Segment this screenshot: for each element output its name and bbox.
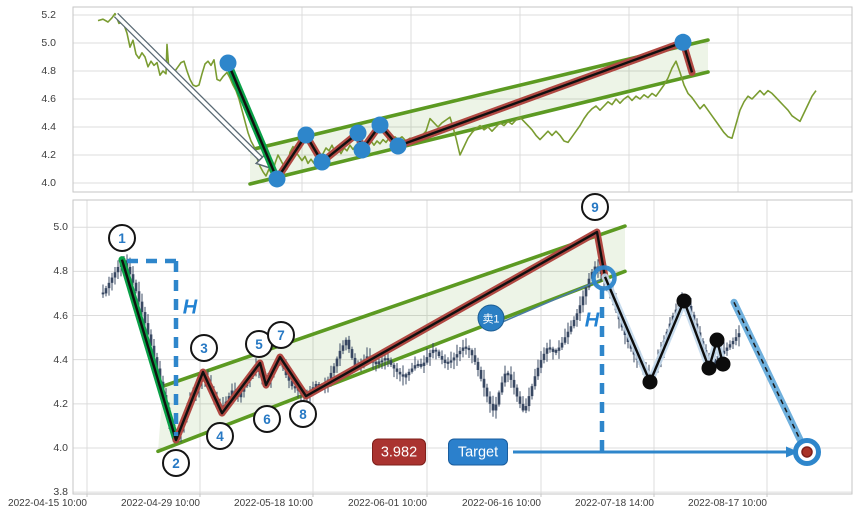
x-tick-label: 2022-05-18 10:00 [234, 498, 313, 509]
projection-line-core [733, 301, 807, 453]
y-tick-label: 4.0 [53, 442, 68, 454]
x-tick-label: 2022-06-01 10:00 [348, 498, 427, 509]
guide-arrow-fill [114, 13, 262, 161]
wave-point-dot[interactable] [297, 126, 315, 144]
wave-number-label[interactable]: 7 [267, 321, 295, 349]
zigzag-point-dot[interactable] [715, 356, 731, 372]
y-tick-label: 4.6 [53, 309, 68, 322]
y-tick-label: 4.8 [53, 265, 68, 278]
zigzag-point-dot[interactable] [709, 332, 725, 348]
panel-border [72, 6, 853, 193]
zigzag-point-dot[interactable] [676, 293, 692, 309]
target-arrow-head [786, 446, 799, 458]
x-tick-label: 2022-04-15 10:00 [8, 498, 87, 509]
wave-point-dot[interactable] [219, 54, 237, 72]
panel-border [72, 199, 853, 495]
wave-number-label[interactable]: 3 [190, 334, 218, 362]
wave-point-dot[interactable] [313, 153, 331, 171]
x-tick-label: 2022-04-29 10:00 [121, 498, 200, 509]
wave-point-dot[interactable] [353, 141, 371, 159]
wave-number-label[interactable]: 1 [108, 224, 136, 252]
channel-upper-line[interactable] [161, 224, 627, 388]
sell-connector-line [499, 279, 601, 324]
sell-point-ring-marker[interactable] [591, 265, 617, 291]
wave-number-label[interactable]: 8 [289, 400, 317, 428]
y-tick-label: 4.4 [41, 121, 56, 133]
wave-number-label[interactable]: 4 [206, 422, 234, 450]
y-tick-label: 4.2 [53, 397, 68, 410]
y-tick-label: 4.2 [41, 149, 56, 161]
wave-number-label[interactable]: 9 [581, 193, 609, 221]
zigzag-point-dot[interactable] [701, 360, 717, 376]
target-point-center [801, 446, 813, 458]
zigzag-point-dot[interactable] [642, 374, 658, 390]
sell-signal-badge[interactable]: 卖1 [477, 304, 505, 332]
y-tick-label: 5.0 [41, 37, 56, 49]
wave-number-label[interactable]: 6 [253, 405, 281, 433]
target-label-flag[interactable]: Target [448, 438, 508, 466]
wave-point-dot[interactable] [371, 116, 389, 134]
wave-point-dot[interactable] [268, 170, 286, 188]
x-tick-label: 2022-08-17 10:00 [688, 498, 767, 509]
y-tick-label: 3.8 [53, 486, 68, 499]
wave-number-label[interactable]: 2 [162, 449, 190, 477]
x-tick-label: 2022-07-18 14:00 [575, 498, 654, 509]
wave-core-line [226, 41, 694, 181]
target-price-flag[interactable]: 3.982 [372, 438, 426, 466]
y-tick-label: 4.4 [53, 353, 68, 366]
y-tick-label: 5.2 [41, 9, 56, 21]
height-label-1: H [182, 296, 198, 319]
wave-point-dot[interactable] [389, 137, 407, 155]
x-tick-label: 2022-06-16 10:00 [462, 498, 541, 509]
y-tick-label: 5.0 [53, 221, 68, 234]
wave-core-line [120, 230, 607, 442]
y-tick-label: 4.8 [41, 65, 56, 77]
wave-point-dot[interactable] [674, 33, 692, 51]
y-tick-label: 4.0 [41, 177, 56, 189]
y-tick-label: 4.6 [41, 93, 56, 105]
height-label-2: H [584, 309, 600, 332]
wave-point-dot[interactable] [349, 124, 367, 142]
